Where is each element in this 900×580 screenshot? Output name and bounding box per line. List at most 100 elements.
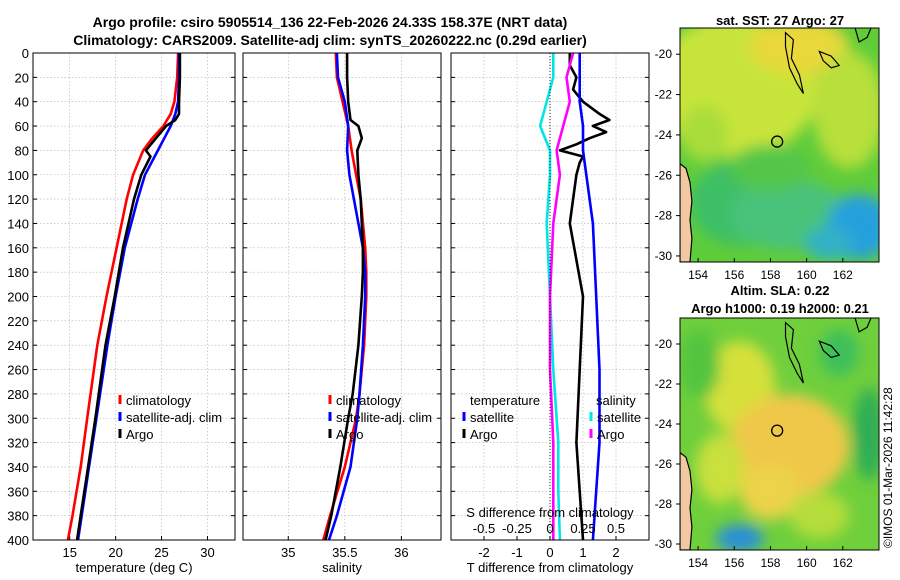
difference-s-xlabel: S difference from climatology [466, 505, 634, 520]
sst-map-ytick-label: -30 [655, 249, 673, 263]
sla-map-xtick-label: 162 [833, 556, 853, 570]
salinity-profile-xtick-label: 35.5 [332, 545, 357, 560]
sst-map-xtick-label: 158 [760, 268, 780, 282]
sla-map-xtick-label: 158 [760, 556, 780, 570]
figure-title-line2: Climatology: CARS2009. Satellite-adj cli… [73, 32, 587, 48]
sla-map-ytick-label: -26 [655, 457, 673, 471]
depth-tick-label: 200 [7, 290, 29, 305]
depth-tick-label: 60 [15, 119, 29, 134]
sst-map-region [749, 28, 850, 75]
sst-map-reef-outline [818, 50, 841, 69]
sst-map-ytick-label: -26 [655, 168, 673, 182]
depth-tick-label: 220 [7, 314, 29, 329]
difference-s-tick-label: 0 [546, 521, 553, 536]
salinity-profile-legend-label: Argo [336, 427, 363, 442]
depth-tick-label: 340 [7, 460, 29, 475]
sla-map-coastline [680, 451, 693, 550]
difference-profile-series-t-argo [558, 53, 611, 541]
salinity-profile-series-argo [324, 53, 365, 541]
depth-tick-label: 160 [7, 241, 29, 256]
sla-map-xtick-label: 156 [724, 556, 744, 570]
sla-map-ytick-label: -20 [655, 337, 673, 351]
salinity-profile-xtick-label: 36 [394, 545, 408, 560]
sst-map-ytick-label: -28 [655, 209, 673, 223]
sla-map-blobs [680, 329, 879, 550]
temperature-profile-series-argo [75, 53, 182, 541]
difference-s-tick-label: -0.25 [502, 521, 532, 536]
sst-map-reef-outline [784, 31, 804, 94]
sst-map-region [813, 51, 879, 169]
sla-map-frame [679, 317, 880, 551]
sla-map-reef-outline [784, 321, 804, 384]
sla-map-region [739, 464, 800, 520]
imos-timestamp: ©IMOS 01-Mar-2026 11:42:28 [881, 387, 895, 548]
depth-tick-label: 20 [15, 70, 29, 85]
temperature-profile-xtick-label: 15 [62, 545, 76, 560]
sst-map-xtick-label: 160 [797, 268, 817, 282]
temperature-profile-legend-label: satellite-adj. clim [126, 410, 222, 425]
salinity-profile-axes-box [242, 52, 442, 541]
salinity-profile-legend-label: climatology [336, 393, 402, 408]
sst-map-region [680, 105, 728, 162]
sst-map-region [729, 145, 810, 192]
sst-map-title: sat. SST: 27 Argo: 27 [715, 13, 845, 28]
sla-map-reef-outline [854, 318, 872, 333]
sst-map-blobs [680, 28, 879, 260]
salinity-profile-legend-label: satellite-adj. clim [336, 410, 432, 425]
sla-map-region [789, 492, 850, 539]
salinity-profile-xtick-label: 35 [281, 545, 295, 560]
sst-map-ytick-label: -22 [655, 88, 673, 102]
sla-map-xtick-label: 154 [688, 556, 708, 570]
sst-map-xtick-label: 154 [688, 268, 708, 282]
sst-map-xtick-label: 156 [724, 268, 744, 282]
depth-tick-label: 180 [7, 265, 29, 280]
depth-tick-label: 120 [7, 192, 29, 207]
difference-profile-series-t-satellite [538, 53, 562, 541]
sla-map-region [853, 387, 879, 481]
difference-legend-left-label: satellite [470, 410, 514, 425]
sst-map-argo-marker [770, 135, 784, 148]
depth-tick-label: 260 [7, 363, 29, 378]
sla-map-region [680, 329, 720, 400]
sla-map-title: Altim. SLA: 0.22 [730, 283, 830, 298]
depth-tick-label: 240 [7, 338, 29, 353]
salinity-profile-xlabel: salinity [322, 560, 362, 575]
temperature-profile-xtick-label: 30 [200, 545, 214, 560]
sst-map-reef-outline [854, 28, 872, 43]
temperature-profile-xtick-label: 20 [108, 545, 122, 560]
sst-map-field [680, 28, 879, 262]
difference-legend-right-label: Argo [597, 427, 624, 442]
sla-map-region [695, 434, 744, 504]
sla-map-ytick-label: -30 [655, 537, 673, 551]
depth-tick-label: 80 [15, 143, 29, 158]
depth-tick-label: 300 [7, 411, 29, 426]
sla-map-ytick-label: -28 [655, 497, 673, 511]
temperature-profile-legend-label: Argo [126, 427, 153, 442]
difference-profile-xtick-label: -1 [511, 545, 523, 560]
temperature-profile-series-climatology [66, 52, 180, 541]
difference-legend-left-label: Argo [470, 427, 497, 442]
depth-tick-label: 320 [7, 436, 29, 451]
sst-map-ytick-label: -20 [655, 47, 673, 61]
depth-tick-label: 360 [7, 484, 29, 499]
difference-profile-series-s-argo [548, 52, 575, 540]
depth-tick-label: 40 [15, 95, 29, 110]
difference-s-tick-label: -0.5 [473, 521, 495, 536]
depth-tick-label: 100 [7, 168, 29, 183]
sla-map-subtitle: Argo h1000: 0.19 h2000: 0.21 [691, 301, 869, 316]
difference-s-tick-label: 0.25 [570, 521, 595, 536]
sla-map-argo-marker [770, 424, 784, 437]
temperature-profile-xtick-label: 25 [154, 545, 168, 560]
difference-profile-xtick-label: 0 [546, 545, 553, 560]
temperature-profile-axes-box [32, 52, 236, 541]
temperature-profile-legend-label: climatology [126, 393, 192, 408]
depth-tick-label: 380 [7, 509, 29, 524]
difference-s-tick-label: 0.5 [607, 521, 625, 536]
sla-map-field [680, 318, 879, 550]
depth-tick-label: 280 [7, 387, 29, 402]
sla-map-ytick-label: -24 [655, 417, 673, 431]
figure-title-line1: Argo profile: csiro 5905514_136 22-Feb-2… [92, 14, 568, 30]
difference-legend-right-title: salinity [596, 393, 636, 408]
difference-profile-xtick-label: 1 [579, 545, 586, 560]
